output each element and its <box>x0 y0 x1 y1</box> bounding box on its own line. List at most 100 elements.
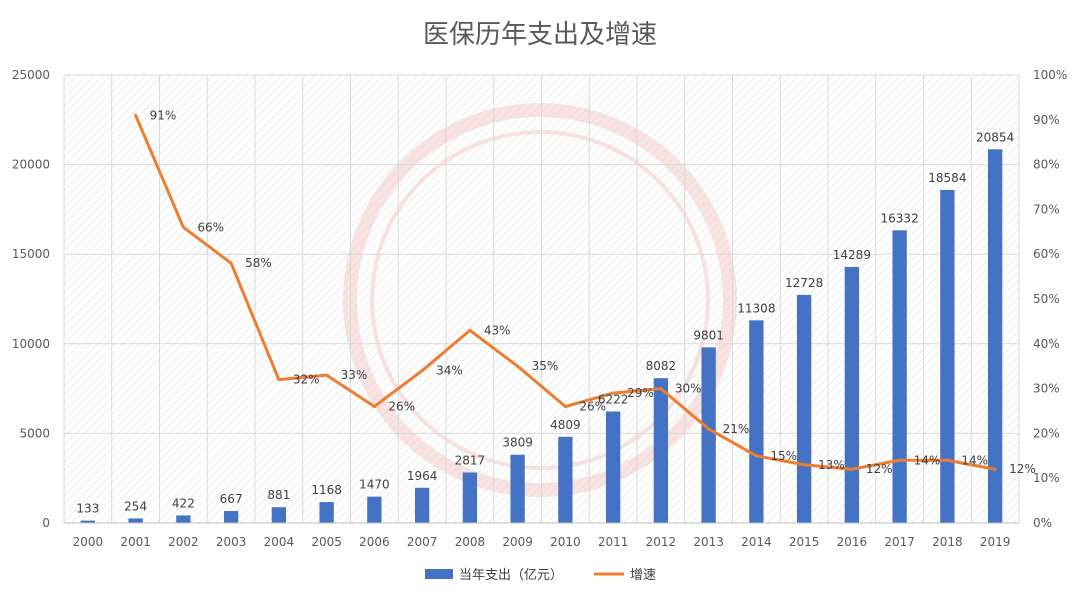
bar-2017 <box>892 230 907 523</box>
line-series <box>134 113 997 471</box>
line-label-2012: 30% <box>675 382 702 396</box>
line-label-2005: 33% <box>341 368 368 382</box>
line-point-2013 <box>707 427 711 431</box>
line-point-2019 <box>993 467 997 471</box>
bar-label-2002: 422 <box>172 496 195 510</box>
line-label-2008: 43% <box>484 323 511 337</box>
axes: 0 5000 10000 15000 20000 25000 0% 10% 20% 30% 40% 5… <box>12 68 1068 549</box>
line-point-2006 <box>372 405 376 409</box>
line-point-2012 <box>659 387 663 391</box>
line-point-2003 <box>229 261 233 265</box>
x-tick: 2014 <box>741 535 772 549</box>
x-tick: 2017 <box>884 535 915 549</box>
y-right-tick: 20% <box>1033 426 1060 440</box>
line-point-2005 <box>325 373 329 377</box>
bar-label-2014: 11308 <box>737 301 775 315</box>
y-left-tick: 0 <box>42 516 50 530</box>
bar-label-2018: 18584 <box>928 171 966 185</box>
y-right-tick: 10% <box>1033 471 1060 485</box>
line-point-2017 <box>898 458 902 462</box>
bar-label-2013: 9801 <box>693 328 724 342</box>
bar-2007 <box>414 487 430 523</box>
bar-2001 <box>128 518 143 523</box>
bar-label-2005: 1168 <box>311 483 342 497</box>
bar-label-2016: 14289 <box>833 248 871 262</box>
bar-2011 <box>605 411 621 523</box>
line-point-2007 <box>420 369 424 373</box>
line-label-2019: 12% <box>1009 462 1036 476</box>
y-right-tick: 90% <box>1033 113 1060 127</box>
bar-2003 <box>223 511 239 523</box>
x-tick: 2008 <box>455 535 486 549</box>
line-point-2009 <box>516 364 520 368</box>
bar-2014 <box>749 320 764 523</box>
line-point-2014 <box>754 454 758 458</box>
bar-2006 <box>367 496 382 523</box>
x-tick: 2007 <box>407 535 438 549</box>
y-left-tick: 25000 <box>12 68 50 82</box>
line-label-2003: 58% <box>245 256 272 270</box>
bar-2009 <box>510 454 525 523</box>
line-label-2016: 12% <box>866 462 893 476</box>
line-point-2011 <box>611 391 615 395</box>
x-tick: 2016 <box>837 535 868 549</box>
bar-label-2000: 133 <box>76 502 99 516</box>
chart-title: 医保历年支出及增速 <box>422 20 657 50</box>
legend-bar-swatch <box>425 569 453 579</box>
line-point-2016 <box>850 467 854 471</box>
bar-2013 <box>701 347 716 523</box>
bar-2008 <box>462 472 478 523</box>
x-tick: 2015 <box>789 535 820 549</box>
line-label-2006: 26% <box>388 400 415 414</box>
y-right-tick: 60% <box>1033 247 1060 261</box>
line-label-2018: 14% <box>961 453 988 467</box>
bar-2010 <box>558 436 573 523</box>
bar-label-2004: 881 <box>267 488 290 502</box>
bar-2005 <box>319 502 334 523</box>
bar-2000 <box>80 520 96 523</box>
line-point-2004 <box>277 378 281 382</box>
line-label-2015: 13% <box>818 458 845 472</box>
line-point-2001 <box>134 113 138 117</box>
y-left-tick: 20000 <box>12 158 50 172</box>
y-right-tick: 30% <box>1033 382 1060 396</box>
x-tick: 2010 <box>550 535 581 549</box>
bar-label-2012: 8082 <box>646 359 677 373</box>
x-tick: 2019 <box>980 535 1011 549</box>
y-right-tick: 70% <box>1033 202 1060 216</box>
x-tick: 2005 <box>311 535 342 549</box>
legend-bar-label: 当年支出（亿元） <box>459 568 563 583</box>
legend: 当年支出（亿元） 增速 <box>425 568 656 583</box>
line-label-2013: 21% <box>723 422 750 436</box>
gridlines <box>63 74 1020 524</box>
bar-series <box>80 149 1003 523</box>
bar-label-2015: 12728 <box>785 276 823 290</box>
line-point-2015 <box>802 463 806 467</box>
x-tick: 2013 <box>693 535 724 549</box>
line-label-2007: 34% <box>436 364 463 378</box>
bar-2002 <box>176 515 191 523</box>
y-right-tick: 80% <box>1033 158 1060 172</box>
bar-label-2019: 20854 <box>976 130 1014 144</box>
bar-label-2017: 16332 <box>881 211 919 225</box>
y-left-tick: 5000 <box>19 426 50 440</box>
y-left-tick: 10000 <box>12 337 50 351</box>
line-label-2017: 14% <box>914 453 941 467</box>
line-point-2018 <box>945 458 949 462</box>
bar-2018 <box>940 189 955 523</box>
bar-2004 <box>271 507 287 523</box>
bar-2016 <box>844 266 860 523</box>
line-label-2010: 26% <box>579 400 606 414</box>
x-tick: 2009 <box>502 535 533 549</box>
x-tick: 2001 <box>120 535 151 549</box>
x-tick: 2012 <box>646 535 677 549</box>
bar-2012 <box>653 378 669 523</box>
y-right-tick: 40% <box>1033 337 1060 351</box>
x-tick: 2004 <box>264 535 295 549</box>
bar-2015 <box>796 294 812 523</box>
legend-line-label: 增速 <box>630 568 656 583</box>
y-right-tick: 0% <box>1033 516 1052 530</box>
x-tick: 2011 <box>598 535 629 549</box>
line-label-2002: 66% <box>197 220 224 234</box>
